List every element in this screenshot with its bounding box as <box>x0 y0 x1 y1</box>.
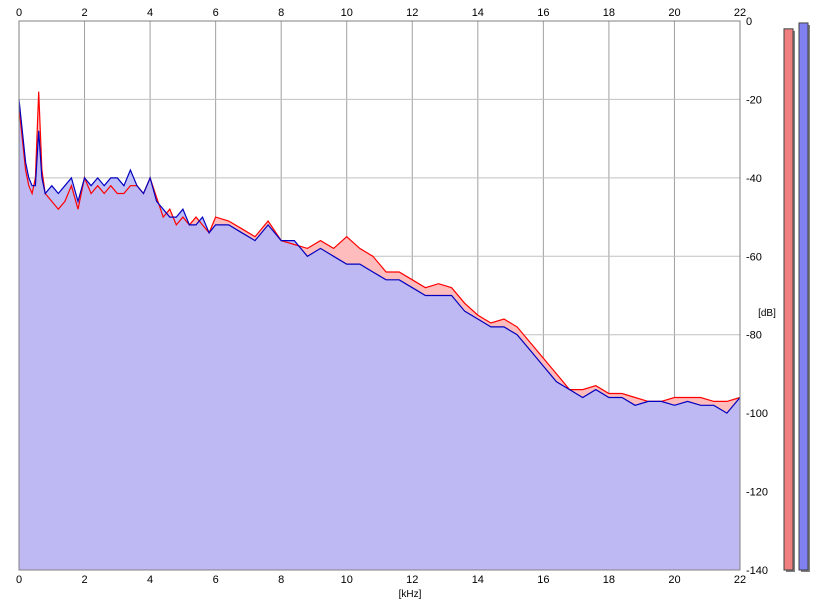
x-tick-labels-top: 0 2 4 6 8 10 12 14 16 18 20 22 <box>16 7 746 19</box>
x-tick-label-top: 10 <box>341 7 353 19</box>
y-tick-labels: 0 -20 -40 -60 -80 -100 -120 -140 <box>746 16 768 577</box>
x-tick-label-top: 14 <box>472 7 484 19</box>
x-tick-label-bottom: 20 <box>668 574 680 586</box>
x-tick-labels-bottom: 0 2 4 6 8 10 12 14 16 18 20 22 <box>16 574 746 586</box>
y-axis-label: [dB] <box>758 308 776 319</box>
x-tick-label-bottom: 22 <box>734 574 746 586</box>
x-tick-label-bottom: 14 <box>472 574 484 586</box>
y-tick-label: -40 <box>746 173 762 185</box>
x-tick-label-bottom: 18 <box>603 574 615 586</box>
level-meters <box>783 22 810 573</box>
x-tick-label-top: 12 <box>406 7 418 19</box>
x-tick-label-top: 18 <box>603 7 615 19</box>
x-tick-label-top: 0 <box>16 7 22 19</box>
x-tick-label-bottom: 8 <box>278 574 284 586</box>
series-area-1 <box>19 99 740 571</box>
x-tick-label-top: 2 <box>81 7 87 19</box>
y-tick-label: -20 <box>746 94 762 106</box>
series-lines <box>18 91 741 414</box>
x-tick-label-top: 8 <box>278 7 284 19</box>
x-tick-label-bottom: 10 <box>341 574 353 586</box>
x-tick-label-bottom: 12 <box>406 574 418 586</box>
y-tick-label: -120 <box>746 487 768 499</box>
series-areas <box>19 91 740 571</box>
level-meter-1 <box>798 22 809 571</box>
x-tick-label-bottom: 16 <box>537 574 549 586</box>
series-line-1 <box>18 99 741 414</box>
x-tick-label-top: 4 <box>147 7 153 19</box>
x-tick-label-top: 6 <box>213 7 219 19</box>
x-tick-label-bottom: 0 <box>16 574 22 586</box>
plot-frame <box>18 20 741 571</box>
series-line-0 <box>18 91 741 402</box>
y-tick-label: -100 <box>746 408 768 420</box>
level-meter-0 <box>783 28 794 571</box>
y-tick-label: -60 <box>746 251 762 263</box>
x-tick-label-bottom: 4 <box>147 574 153 586</box>
x-tick-label-top: 20 <box>668 7 680 19</box>
x-tick-label-top: 22 <box>734 7 746 19</box>
y-tick-label: 0 <box>746 16 752 28</box>
y-tick-label: -80 <box>746 330 762 342</box>
x-axis-label: [kHz] <box>399 589 422 600</box>
x-tick-label-top: 16 <box>537 7 549 19</box>
x-tick-label-bottom: 2 <box>81 574 87 586</box>
x-tick-label-bottom: 6 <box>213 574 219 586</box>
y-tick-label: -140 <box>746 565 768 577</box>
